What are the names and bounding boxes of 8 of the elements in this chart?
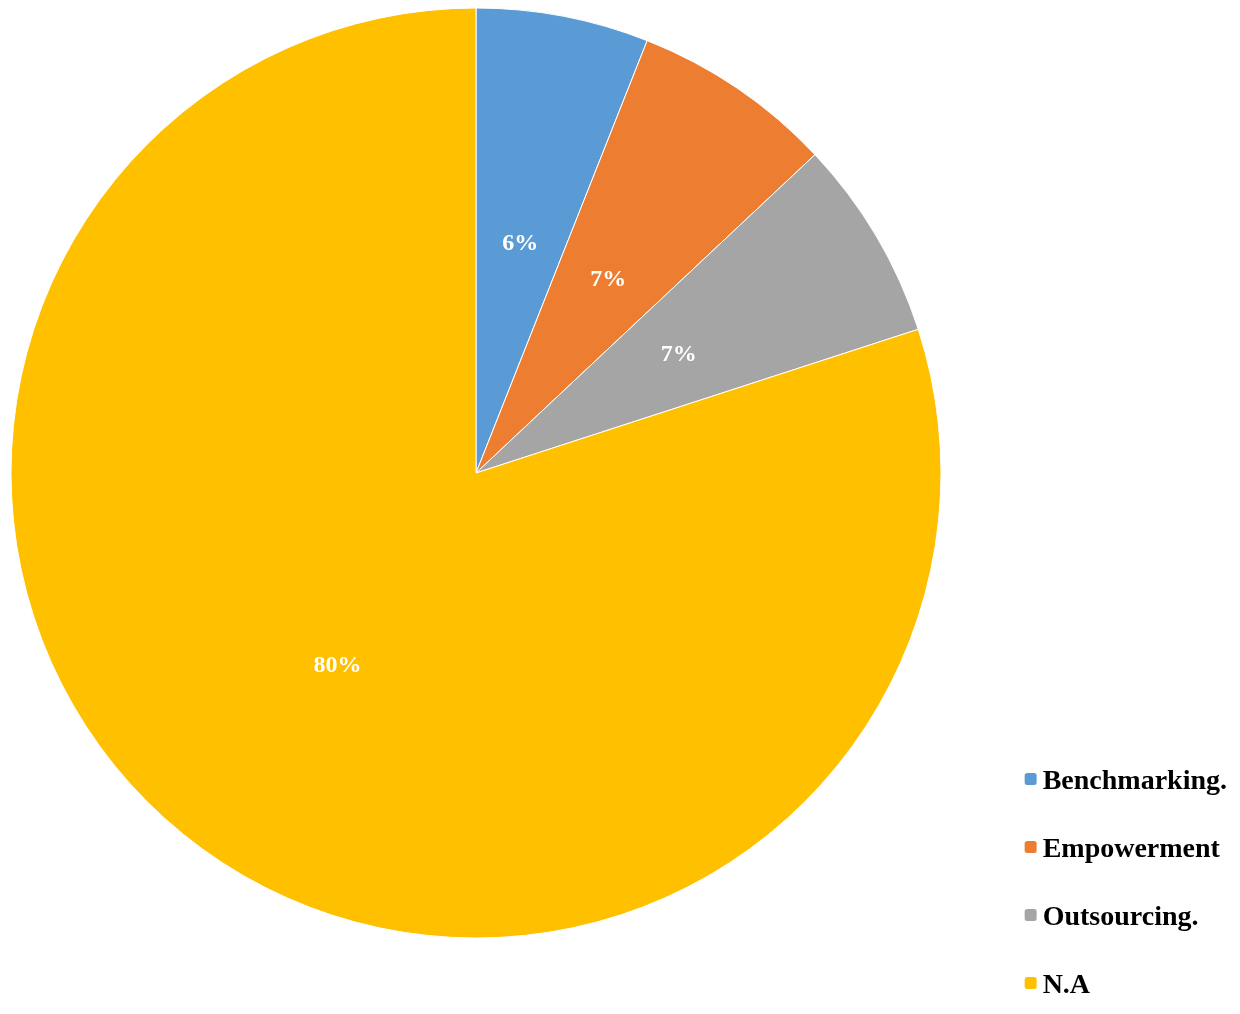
data-label: 7% — [590, 265, 627, 292]
data-label: 80% — [313, 650, 362, 677]
legend-label: Empowerment — [1042, 831, 1221, 863]
legend-label: Outsourcing. — [1042, 899, 1199, 931]
legend-label: N.A — [1042, 967, 1091, 999]
data-label: 6% — [502, 228, 539, 255]
legend-label: Benchmarking. — [1042, 763, 1228, 795]
data-label: 7% — [660, 340, 697, 367]
